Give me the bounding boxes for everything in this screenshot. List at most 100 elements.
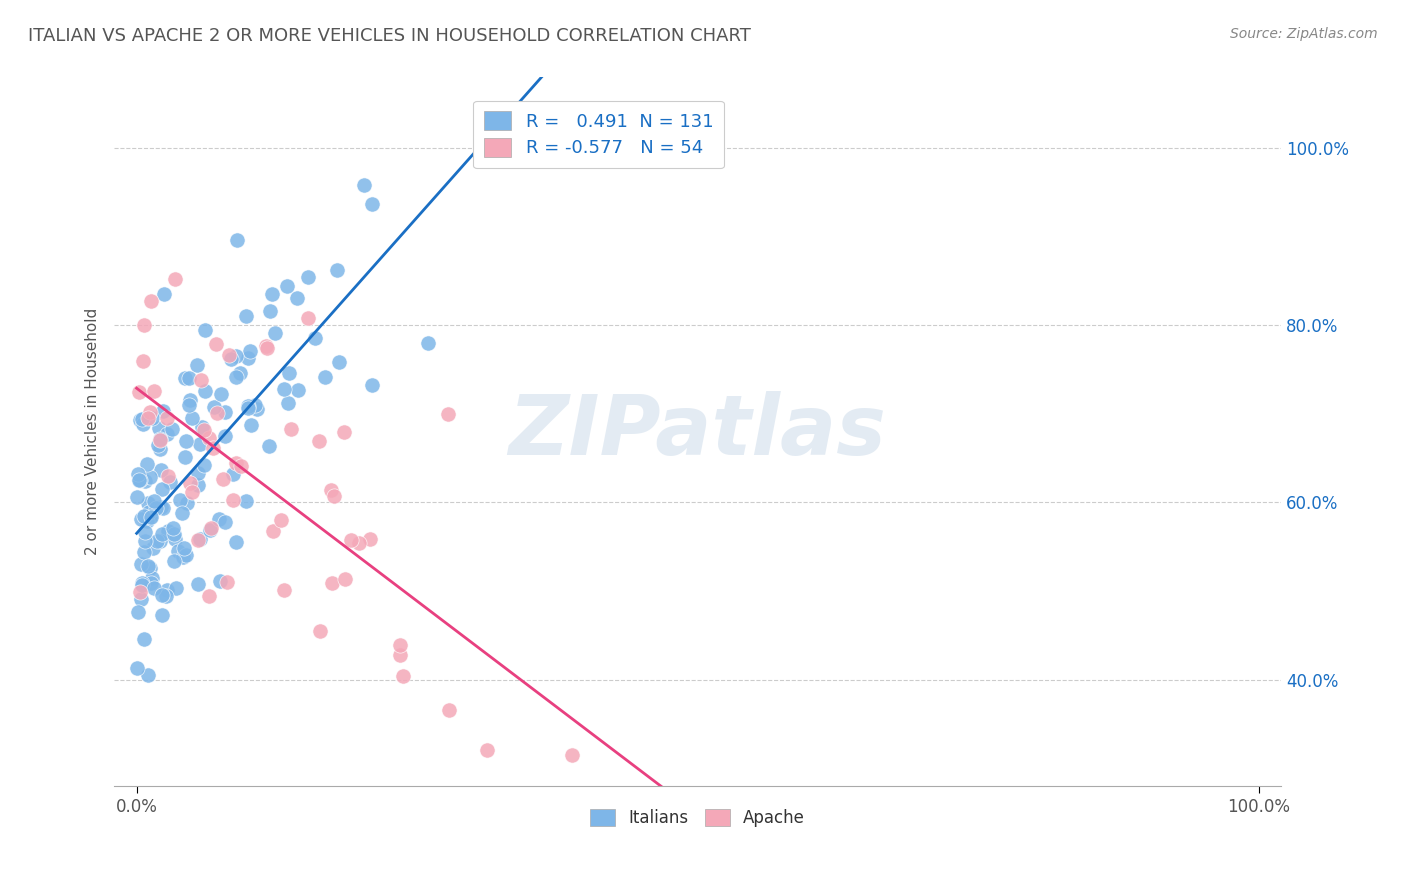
- Point: [150, 588, 173, 602]
- Point: [128, 473, 150, 487]
- Point: [128, 473, 150, 487]
- Point: [359, 532, 381, 546]
- Point: [141, 411, 163, 425]
- Point: [308, 434, 330, 448]
- Point: [235, 494, 257, 508]
- Point: [202, 441, 225, 455]
- Point: [222, 493, 245, 508]
- Point: [333, 425, 356, 440]
- Point: [187, 576, 209, 591]
- Legend: Italians, Apache: Italians, Apache: [583, 803, 811, 834]
- Point: [143, 581, 166, 595]
- Point: [129, 592, 152, 607]
- Point: [229, 366, 252, 380]
- Point: [128, 473, 150, 487]
- Point: [208, 512, 231, 526]
- Point: [326, 263, 349, 277]
- Point: [163, 527, 186, 541]
- Point: [254, 339, 277, 353]
- Point: [277, 396, 299, 410]
- Point: [260, 287, 283, 301]
- Point: [190, 373, 212, 387]
- Point: [477, 743, 499, 757]
- Point: [194, 323, 217, 337]
- Point: [437, 703, 460, 717]
- Point: [134, 632, 156, 646]
- Point: [129, 585, 152, 599]
- Point: [276, 279, 298, 293]
- Point: [270, 513, 292, 527]
- Point: [561, 748, 583, 763]
- Point: [149, 432, 172, 446]
- Point: [134, 474, 156, 488]
- Point: [149, 533, 172, 548]
- Point: [198, 589, 221, 603]
- Point: [135, 514, 157, 528]
- Point: [205, 337, 228, 351]
- Point: [287, 384, 309, 398]
- Point: [209, 387, 232, 401]
- Point: [136, 668, 159, 682]
- Point: [139, 510, 162, 524]
- Point: [308, 624, 330, 639]
- Point: [347, 536, 370, 550]
- Point: [211, 472, 233, 486]
- Point: [135, 457, 157, 471]
- Point: [188, 437, 211, 451]
- Point: [139, 294, 162, 309]
- Point: [225, 535, 247, 549]
- Point: [143, 494, 166, 508]
- Point: [239, 343, 262, 358]
- Text: ITALIAN VS APACHE 2 OR MORE VEHICLES IN HOUSEHOLD CORRELATION CHART: ITALIAN VS APACHE 2 OR MORE VEHICLES IN …: [28, 27, 751, 45]
- Point: [321, 576, 343, 591]
- Point: [218, 348, 240, 362]
- Point: [127, 605, 149, 619]
- Point: [177, 398, 200, 412]
- Point: [125, 490, 148, 504]
- Point: [226, 233, 249, 247]
- Point: [166, 544, 188, 558]
- Point: [214, 515, 236, 529]
- Point: [208, 574, 231, 589]
- Point: [157, 469, 180, 483]
- Point: [188, 532, 211, 546]
- Point: [333, 572, 356, 586]
- Point: [162, 521, 184, 535]
- Point: [128, 413, 150, 427]
- Point: [193, 423, 215, 437]
- Point: [198, 431, 221, 445]
- Point: [280, 422, 302, 436]
- Point: [297, 310, 319, 325]
- Point: [436, 408, 458, 422]
- Point: [139, 509, 162, 524]
- Point: [236, 351, 259, 365]
- Point: [321, 483, 343, 497]
- Point: [236, 399, 259, 413]
- Point: [389, 638, 412, 652]
- Point: [138, 558, 160, 573]
- Point: [259, 303, 281, 318]
- Point: [187, 533, 209, 547]
- Point: [160, 422, 183, 436]
- Point: [159, 475, 181, 489]
- Point: [139, 405, 162, 419]
- Point: [146, 534, 169, 549]
- Point: [172, 507, 194, 521]
- Point: [150, 527, 173, 541]
- Point: [339, 533, 361, 547]
- Point: [134, 524, 156, 539]
- Point: [150, 463, 173, 477]
- Point: [152, 286, 174, 301]
- Point: [215, 575, 238, 590]
- Point: [174, 370, 197, 384]
- Point: [235, 309, 257, 323]
- Point: [136, 410, 159, 425]
- Point: [180, 484, 202, 499]
- Point: [141, 571, 163, 585]
- Point: [273, 382, 295, 396]
- Point: [176, 496, 198, 510]
- Point: [263, 326, 285, 340]
- Point: [225, 370, 247, 384]
- Point: [193, 458, 215, 472]
- Point: [262, 524, 284, 539]
